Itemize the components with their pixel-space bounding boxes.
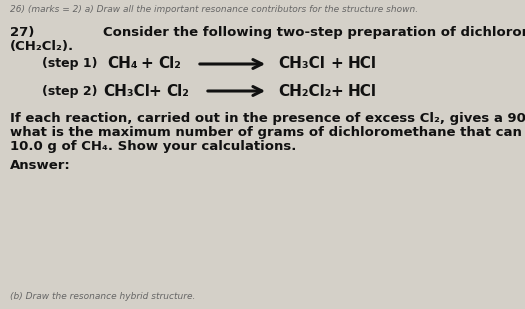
Text: If each reaction, carried out in the presence of excess Cl₂, gives a 90% yield o: If each reaction, carried out in the pre… [10, 112, 525, 125]
Text: CH₃Cl: CH₃Cl [103, 83, 150, 99]
Text: (step 1): (step 1) [42, 57, 98, 70]
Text: +: + [148, 83, 161, 99]
Text: CH₄: CH₄ [107, 57, 138, 71]
Text: +: + [140, 57, 153, 71]
Text: CH₃Cl: CH₃Cl [278, 57, 325, 71]
Text: CH₂Cl₂: CH₂Cl₂ [278, 83, 331, 99]
Text: what is the maximum number of grams of dichloromethane that can be produced from: what is the maximum number of grams of d… [10, 126, 525, 139]
Text: Consider the following two-step preparation of dichloromethane: Consider the following two-step preparat… [103, 26, 525, 39]
Text: Cl₂: Cl₂ [166, 83, 189, 99]
Text: +: + [330, 57, 343, 71]
Text: (step 2): (step 2) [42, 84, 98, 98]
Text: 10.0 g of CH₄. Show your calculations.: 10.0 g of CH₄. Show your calculations. [10, 140, 297, 153]
Text: (CH₂Cl₂).: (CH₂Cl₂). [10, 40, 74, 53]
Text: +: + [330, 83, 343, 99]
Text: Cl₂: Cl₂ [158, 57, 181, 71]
Text: 27): 27) [10, 26, 34, 39]
Text: HCl: HCl [348, 57, 377, 71]
Text: Answer:: Answer: [10, 159, 71, 172]
Text: HCl: HCl [348, 83, 377, 99]
Text: (b) Draw the resonance hybrid structure.: (b) Draw the resonance hybrid structure. [10, 292, 195, 301]
Text: 26) (marks = 2) a) Draw all the important resonance contributors for the structu: 26) (marks = 2) a) Draw all the importan… [10, 5, 418, 14]
